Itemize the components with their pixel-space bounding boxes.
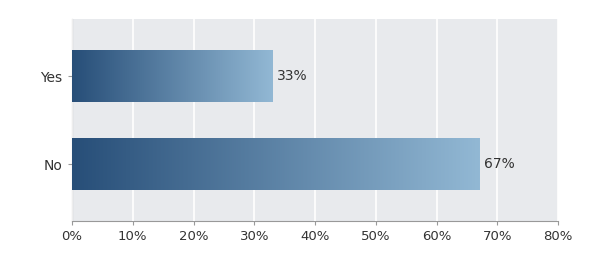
Text: 67%: 67% (484, 157, 515, 171)
Text: 33%: 33% (277, 69, 308, 83)
